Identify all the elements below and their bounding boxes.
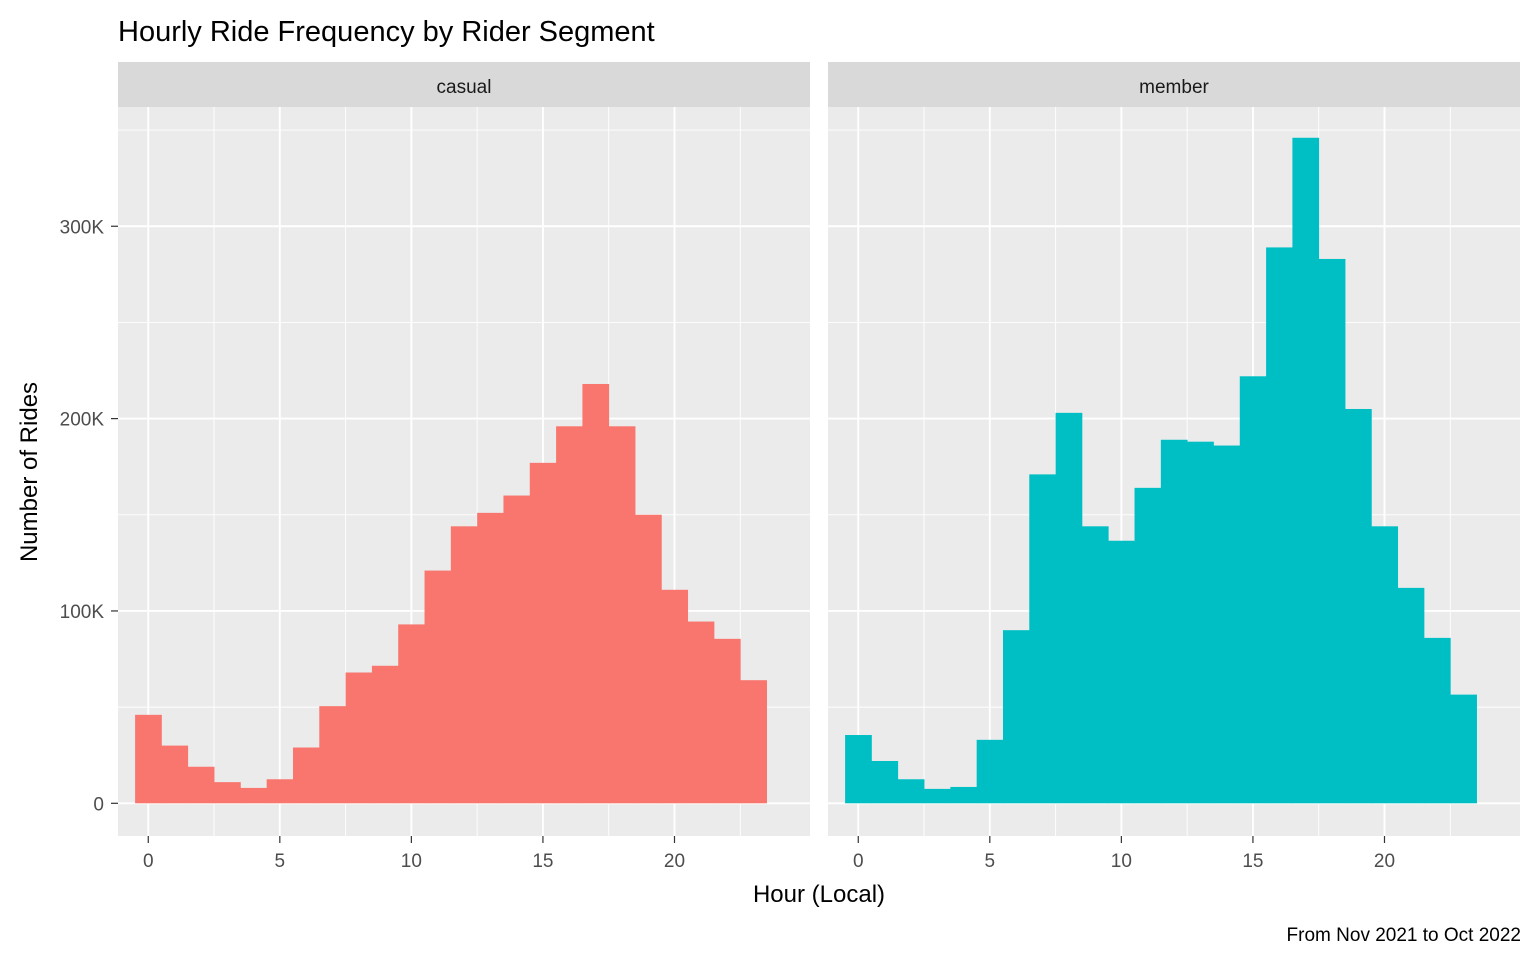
facet-strip-label: casual — [437, 77, 492, 98]
histogram-bar — [1292, 137, 1320, 804]
histogram-bar — [635, 514, 662, 804]
histogram-bar — [1266, 247, 1293, 804]
x-tick-label: 15 — [1242, 851, 1263, 872]
histogram-bar — [1371, 526, 1399, 804]
histogram-bar — [1055, 412, 1083, 804]
histogram-bar — [266, 779, 294, 804]
x-tick-label: 15 — [532, 851, 553, 872]
histogram-bar — [450, 526, 478, 804]
histogram-bar — [135, 714, 162, 804]
histogram-bar — [345, 672, 373, 804]
histogram-bar — [871, 760, 899, 804]
histogram-bar — [1423, 637, 1451, 804]
histogram-bar — [529, 462, 557, 804]
histogram-bar — [845, 735, 872, 804]
histogram-bar — [687, 621, 715, 804]
histogram-bar — [1187, 441, 1214, 804]
histogram-bar — [713, 638, 741, 804]
x-tick-label: 10 — [401, 851, 422, 872]
y-axis-title: Number of Rides — [16, 382, 43, 562]
y-tick-label: 0 — [93, 794, 104, 815]
histogram-bar — [424, 570, 452, 804]
histogram-bar — [371, 665, 399, 804]
histogram-bar — [319, 706, 346, 804]
histogram-bar — [161, 745, 189, 804]
histogram-bar — [661, 589, 689, 804]
histogram-bar — [503, 495, 531, 804]
histogram-bar — [1450, 694, 1477, 804]
histogram-bar — [1029, 474, 1056, 804]
x-tick-label: 0 — [853, 851, 864, 872]
x-tick-label: 20 — [664, 851, 685, 872]
histogram-bar — [740, 680, 767, 804]
x-tick-label: 20 — [1374, 851, 1395, 872]
histogram-bar — [187, 766, 215, 804]
histogram-bar — [608, 426, 636, 804]
histogram-bar — [1134, 487, 1162, 804]
histogram-bar — [1108, 540, 1135, 804]
histogram-bar — [398, 624, 425, 804]
facet-panel-member: member 0 5 10 15 20 — [828, 62, 1520, 872]
histogram-bar — [556, 426, 583, 804]
facet-panel-casual: casual 0 5 10 15 20 — [118, 62, 810, 872]
x-tick-label: 0 — [143, 851, 154, 872]
y-tick-label: 100K — [60, 602, 105, 623]
histogram-bar — [1318, 258, 1346, 804]
facet-strip-label: member — [1139, 77, 1209, 98]
histogram-bar — [477, 512, 504, 804]
x-tick-label: 5 — [985, 851, 996, 872]
histogram-bar — [1160, 439, 1188, 804]
histogram-bar — [582, 383, 610, 804]
histogram-bar — [1397, 587, 1425, 804]
facet-strip — [118, 62, 810, 107]
histogram-bar — [1081, 526, 1109, 804]
histogram-bar — [950, 786, 978, 804]
histogram-bar — [214, 782, 241, 804]
histogram-bar — [897, 779, 925, 804]
y-tick-label: 200K — [60, 410, 105, 431]
facet-panels: 0 100K 200K 300K casual 0 5 10 15 20 member 0 5 10 15 2… — [60, 62, 1520, 872]
histogram-bar — [1002, 630, 1030, 804]
histogram-bar — [292, 747, 320, 804]
histogram-bar — [1213, 445, 1241, 804]
chart-caption: From Nov 2021 to Oct 2022 — [1287, 925, 1521, 946]
y-tick-label: 300K — [60, 217, 105, 238]
histogram-bar — [240, 787, 268, 804]
histogram-bar — [976, 739, 1004, 804]
histogram-bar — [924, 788, 951, 804]
histogram-bar — [1345, 408, 1372, 804]
x-tick-label: 5 — [275, 851, 286, 872]
chart-title: Hourly Ride Frequency by Rider Segment — [118, 16, 655, 48]
histogram-bar — [1239, 376, 1267, 804]
x-tick-label: 10 — [1111, 851, 1132, 872]
facet-strip — [828, 62, 1520, 107]
x-axis-title: Hour (Local) — [753, 881, 885, 908]
